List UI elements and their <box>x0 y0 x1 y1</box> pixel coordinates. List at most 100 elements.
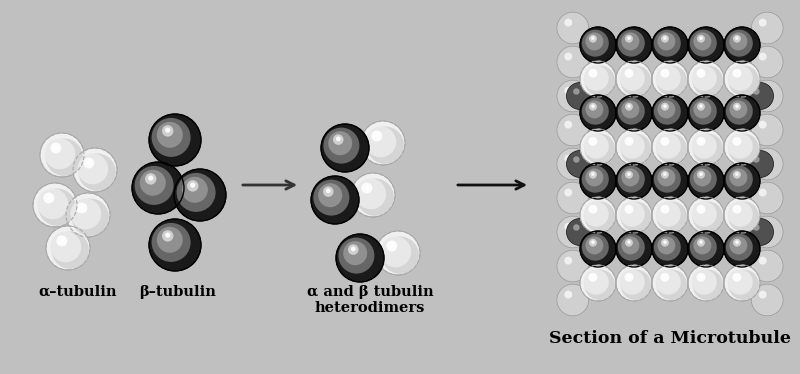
Circle shape <box>697 171 705 179</box>
Circle shape <box>694 100 711 119</box>
Circle shape <box>735 240 738 244</box>
Circle shape <box>697 103 705 111</box>
Circle shape <box>627 240 630 244</box>
Circle shape <box>580 231 616 267</box>
Circle shape <box>78 153 116 191</box>
Circle shape <box>621 270 651 300</box>
Circle shape <box>694 236 711 254</box>
Circle shape <box>557 12 589 44</box>
Circle shape <box>625 137 634 146</box>
Circle shape <box>758 188 766 197</box>
Circle shape <box>585 65 615 96</box>
Text: α–tubulin: α–tubulin <box>38 285 118 299</box>
Circle shape <box>619 65 645 91</box>
Circle shape <box>733 137 742 146</box>
Circle shape <box>70 199 101 229</box>
Circle shape <box>697 273 706 282</box>
Circle shape <box>652 61 688 97</box>
Circle shape <box>625 239 633 247</box>
Circle shape <box>557 80 589 112</box>
Circle shape <box>730 168 747 186</box>
Circle shape <box>661 137 670 146</box>
Circle shape <box>690 98 717 125</box>
Circle shape <box>583 134 609 159</box>
Circle shape <box>149 219 201 271</box>
Circle shape <box>56 236 67 246</box>
Circle shape <box>177 173 216 212</box>
Circle shape <box>591 172 594 176</box>
Circle shape <box>699 240 702 244</box>
Circle shape <box>40 133 84 177</box>
Circle shape <box>311 176 359 224</box>
Circle shape <box>652 231 688 267</box>
Circle shape <box>564 53 572 61</box>
Circle shape <box>691 270 717 295</box>
Circle shape <box>585 202 615 232</box>
Circle shape <box>699 71 703 74</box>
Circle shape <box>366 126 404 164</box>
Circle shape <box>583 202 609 227</box>
Text: Section of a Microtubule: Section of a Microtubule <box>549 330 791 347</box>
Circle shape <box>149 114 201 166</box>
Circle shape <box>746 150 774 178</box>
Circle shape <box>663 36 666 40</box>
Circle shape <box>727 134 753 159</box>
Circle shape <box>699 104 702 108</box>
Circle shape <box>616 27 652 63</box>
Circle shape <box>652 163 688 199</box>
Circle shape <box>585 134 615 164</box>
Circle shape <box>564 121 572 129</box>
Circle shape <box>33 183 77 227</box>
Circle shape <box>336 234 384 282</box>
Circle shape <box>733 273 742 282</box>
Text: β–tubulin: β–tubulin <box>139 285 217 299</box>
Circle shape <box>619 270 645 295</box>
Circle shape <box>726 234 753 261</box>
Circle shape <box>688 129 724 165</box>
Circle shape <box>323 186 334 197</box>
Circle shape <box>661 205 670 214</box>
Circle shape <box>43 193 54 203</box>
Circle shape <box>733 239 741 247</box>
Circle shape <box>733 35 741 43</box>
Circle shape <box>751 148 783 180</box>
Circle shape <box>585 270 615 300</box>
Circle shape <box>652 197 688 233</box>
Circle shape <box>652 95 688 131</box>
Circle shape <box>591 71 595 74</box>
Circle shape <box>625 103 633 111</box>
Circle shape <box>688 61 724 97</box>
Circle shape <box>573 224 580 231</box>
Circle shape <box>586 236 603 254</box>
Circle shape <box>724 265 760 301</box>
Circle shape <box>564 188 572 197</box>
Circle shape <box>152 118 190 157</box>
Circle shape <box>580 27 616 63</box>
Circle shape <box>589 205 598 214</box>
Circle shape <box>699 139 703 142</box>
Circle shape <box>627 71 631 74</box>
Circle shape <box>691 134 717 159</box>
Circle shape <box>338 237 374 274</box>
Circle shape <box>557 114 589 146</box>
Circle shape <box>591 275 595 279</box>
Circle shape <box>314 180 350 215</box>
Circle shape <box>625 171 633 179</box>
Circle shape <box>690 166 717 193</box>
Circle shape <box>564 154 572 163</box>
Circle shape <box>730 33 747 50</box>
Circle shape <box>618 234 645 261</box>
Circle shape <box>627 172 630 176</box>
Circle shape <box>76 202 87 214</box>
Circle shape <box>351 173 395 217</box>
Circle shape <box>326 188 330 193</box>
Circle shape <box>654 166 681 193</box>
Circle shape <box>586 33 603 50</box>
Circle shape <box>625 35 633 43</box>
Circle shape <box>60 238 65 242</box>
Circle shape <box>371 131 382 141</box>
Circle shape <box>557 250 589 282</box>
Circle shape <box>661 239 669 247</box>
Circle shape <box>661 103 669 111</box>
Circle shape <box>564 291 572 298</box>
